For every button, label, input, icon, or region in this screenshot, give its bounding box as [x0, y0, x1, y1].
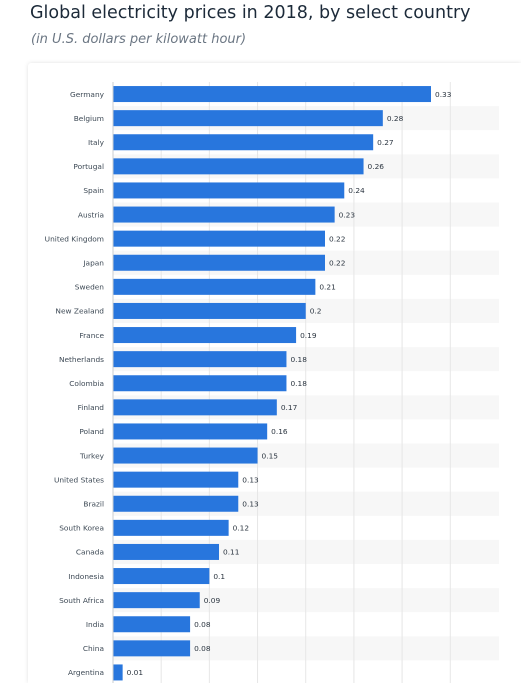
category-label: Turkey: [79, 451, 105, 460]
category-label: Colombia: [69, 379, 104, 388]
value-label: 0.09: [204, 596, 221, 605]
bar[interactable]: [113, 110, 383, 127]
category-label: Belgium: [74, 114, 104, 123]
bar[interactable]: [113, 182, 345, 199]
category-label: Finland: [78, 403, 105, 412]
category-label: South Africa: [59, 596, 104, 605]
category-label: Japan: [82, 258, 104, 267]
category-label: United Kingdom: [45, 234, 104, 243]
value-label: 0.01: [127, 668, 144, 677]
category-label: Brazil: [83, 499, 104, 508]
bar[interactable]: [113, 230, 325, 247]
bar[interactable]: [113, 640, 191, 657]
bar[interactable]: [113, 447, 258, 464]
value-label: 0.22: [329, 234, 345, 243]
bar[interactable]: [113, 543, 219, 560]
bar[interactable]: [113, 158, 364, 175]
bar[interactable]: [113, 86, 431, 103]
category-label: France: [79, 331, 104, 340]
bar[interactable]: [113, 616, 191, 633]
bar[interactable]: [113, 254, 325, 271]
bar[interactable]: [113, 375, 287, 392]
value-label: 0.1: [213, 572, 225, 581]
value-labels: 0.33 0.28 0.27 0.26 0.24 0.23 0.22 0.22 0.21 0.2 0…: [127, 90, 452, 677]
category-label: India: [86, 620, 104, 629]
bar[interactable]: [113, 399, 277, 416]
category-label: Austria: [78, 210, 104, 219]
value-label: 0.21: [319, 283, 336, 292]
value-label: 0.15: [262, 451, 279, 460]
category-label: China: [83, 644, 104, 653]
category-label: Poland: [79, 427, 104, 436]
category-label: United States: [54, 475, 104, 484]
bar[interactable]: [113, 327, 297, 344]
chart-subtitle: (in U.S. dollars per kilowatt hour): [31, 32, 247, 47]
bar[interactable]: [113, 278, 316, 295]
value-label: 0.18: [290, 379, 307, 388]
category-label: South Korea: [59, 524, 104, 533]
category-labels: Germany Belgium Italy Portugal Spain Austria U…: [45, 90, 105, 677]
chart-title: Global electricity prices in 2018, by se…: [30, 3, 471, 23]
value-label: 0.28: [387, 114, 404, 123]
bar[interactable]: [113, 568, 210, 585]
category-label: Germany: [70, 90, 105, 99]
bar[interactable]: [113, 592, 200, 609]
category-label: Indonesia: [68, 572, 104, 581]
bar[interactable]: [113, 351, 287, 368]
category-label: Sweden: [75, 283, 105, 292]
value-label: 0.23: [339, 210, 356, 219]
bar[interactable]: [113, 495, 239, 512]
value-label: 0.08: [194, 644, 211, 653]
category-label: Spain: [83, 186, 104, 195]
value-label: 0.2: [310, 307, 322, 316]
value-label: 0.13: [242, 499, 259, 508]
bar[interactable]: [113, 206, 335, 223]
value-label: 0.13: [242, 475, 259, 484]
value-label: 0.19: [300, 331, 317, 340]
bar[interactable]: [113, 519, 229, 536]
bar[interactable]: [113, 423, 268, 440]
value-label: 0.17: [281, 403, 298, 412]
category-label: New Zealand: [55, 307, 104, 316]
bar[interactable]: [113, 664, 123, 681]
bars: [113, 86, 431, 681]
value-label: 0.26: [368, 162, 385, 171]
bar[interactable]: [113, 471, 239, 488]
category-label: Argentina: [68, 668, 104, 677]
category-label: Canada: [76, 548, 104, 557]
value-label: 0.08: [194, 620, 211, 629]
category-label: Netherlands: [59, 355, 104, 364]
bar[interactable]: [113, 134, 374, 151]
value-label: 0.18: [290, 355, 307, 364]
category-label: Portugal: [73, 162, 104, 171]
value-label: 0.12: [233, 524, 249, 533]
value-label: 0.22: [329, 258, 345, 267]
value-label: 0.27: [377, 138, 394, 147]
bar[interactable]: [113, 302, 306, 319]
value-label: 0.33: [435, 90, 452, 99]
category-label: Italy: [88, 138, 105, 147]
value-label: 0.11: [223, 548, 240, 557]
value-label: 0.16: [271, 427, 288, 436]
value-label: 0.24: [348, 186, 365, 195]
